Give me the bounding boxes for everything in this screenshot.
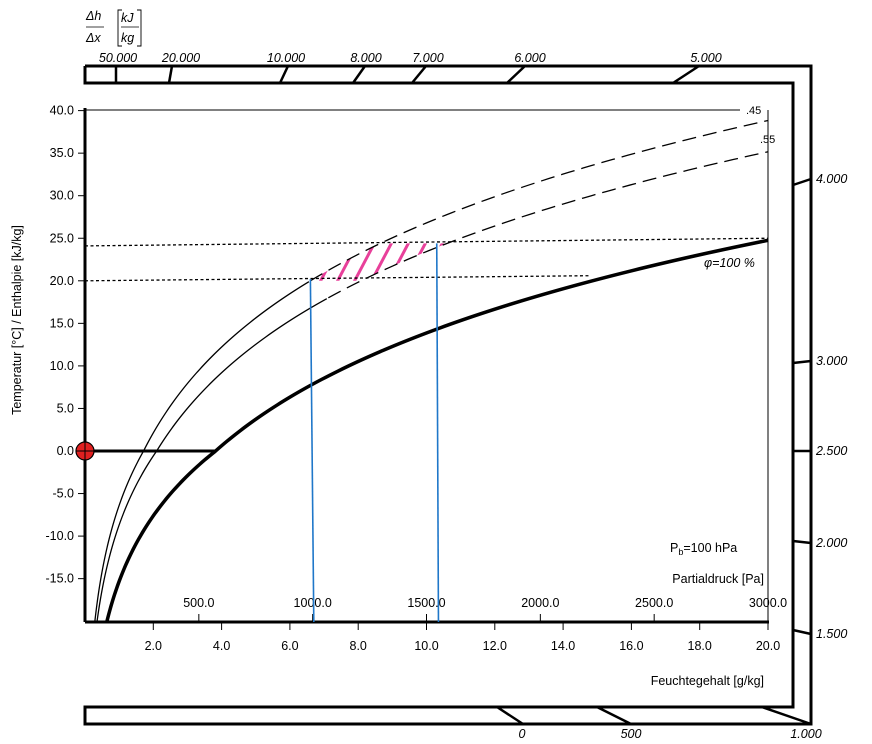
- x-tick-label: 8.0: [350, 639, 367, 653]
- bottom-scale-tick: [761, 705, 812, 726]
- axis-ticks: 40.0 35.0 30.0 25.0 20.0 15.0 10.0 5.0 0.0 -5.0 -1…: [46, 104, 788, 653]
- hatch-line: [471, 238, 496, 285]
- bottom-scale-tick: [496, 705, 524, 726]
- dotted-isotherm: [84, 275, 591, 282]
- y-tick-label: 30.0: [50, 189, 74, 203]
- hatched-region: [310, 238, 496, 285]
- y-tick-label: 15.0: [50, 316, 74, 330]
- pressure-value: =100 hPa: [683, 541, 737, 555]
- y-tick-label: -10.0: [46, 529, 75, 543]
- bottom-scale-label: 0: [519, 727, 526, 741]
- pressure-tick-label: 2500.0: [635, 596, 673, 610]
- top-scale-label: 20.000: [161, 51, 200, 65]
- pressure-tick-label: 3000.0: [749, 596, 787, 610]
- origin-marker: [75, 441, 95, 461]
- frame-ticks: [114, 64, 812, 726]
- right-scale-tick: [792, 359, 812, 365]
- rh-curve-dashed: [309, 119, 769, 282]
- hatch-line: [454, 238, 479, 285]
- partial-pressure-label: Partialdruck [Pa]: [672, 572, 764, 586]
- saturation-label: φ=100 %: [704, 256, 755, 270]
- dx-label: Δx: [85, 31, 101, 45]
- x-tick-label: 18.0: [688, 639, 712, 653]
- right-scale-tick: [792, 628, 812, 636]
- state-line: [435, 243, 440, 623]
- right-scale-label: 2.000: [815, 536, 847, 550]
- pressure-tick-label: 500.0: [183, 596, 214, 610]
- y-tick-label: 10.0: [50, 359, 74, 373]
- right-scale-tick: [792, 539, 812, 545]
- top-scale-label: 6.000: [514, 51, 545, 65]
- x-tick-label: 14.0: [551, 639, 575, 653]
- top-scale-tick: [411, 65, 427, 84]
- top-scale-tick: [506, 65, 526, 84]
- x-axis-label: Feuchtegehalt [g/kg]: [651, 674, 764, 688]
- x-tick-label: 10.0: [414, 639, 438, 653]
- dh-dx-frame: [83, 64, 813, 726]
- top-scale-tick: [672, 64, 700, 85]
- bottom-scale-label: 500: [621, 727, 642, 741]
- y-tick-label: 5.0: [57, 401, 74, 415]
- frame-outer: [83, 64, 813, 726]
- chart-lines: [84, 119, 769, 623]
- x-tick-label: 2.0: [145, 639, 162, 653]
- right-scale-label: 4.000: [816, 172, 847, 186]
- right-scale-label: 1.500: [816, 627, 847, 641]
- bottom-scale-label: 1.000: [790, 727, 821, 741]
- dh-dx-legend: Δh Δx kJ kg: [85, 9, 142, 47]
- curve-label-55: .55: [760, 134, 775, 146]
- pressure-tick-label: 1500.0: [407, 596, 445, 610]
- top-scale-tick: [278, 65, 290, 84]
- right-scale-label: 3.000: [816, 354, 847, 368]
- x-tick-label: 6.0: [281, 639, 298, 653]
- x-tick-label: 16.0: [619, 639, 643, 653]
- pressure-tick-label: 2000.0: [521, 596, 559, 610]
- top-scale-label: 8.000: [350, 51, 381, 65]
- top-scale-label: 5.000: [690, 51, 721, 65]
- y-tick-label: -15.0: [46, 572, 75, 586]
- top-scale-label: 50.000: [99, 51, 137, 65]
- y-tick-label: 20.0: [50, 274, 74, 288]
- x-tick-label: 20.0: [756, 639, 780, 653]
- y-tick-label: 25.0: [50, 231, 74, 245]
- y-tick-label: 35.0: [50, 146, 74, 160]
- top-scale-label: 10.000: [267, 51, 305, 65]
- state-line: [309, 279, 315, 623]
- right-scale-label: 2.500: [815, 444, 847, 458]
- dotted-isotherm: [84, 237, 769, 247]
- saturation-curve: [105, 238, 769, 623]
- pressure-symbol: P: [670, 541, 678, 555]
- y-tick-label: -5.0: [52, 487, 74, 501]
- dh-label: Δh: [85, 9, 101, 23]
- pressure-subscript: b: [678, 547, 683, 557]
- x-tick-label: 4.0: [213, 639, 230, 653]
- curve-label-45: .45: [746, 105, 761, 117]
- top-scale-label: 7.000: [412, 51, 443, 65]
- frame-labels: 50.000 20.000 10.000 8.000 7.000 6.000 5.000 4.…: [99, 51, 847, 741]
- kj-label: kJ: [121, 11, 134, 25]
- x-tick-label: 12.0: [483, 639, 507, 653]
- bottom-scale-tick: [596, 705, 632, 726]
- y-tick-label: 0.0: [57, 444, 74, 458]
- hatch-line: [367, 243, 396, 281]
- rh-curve-dashed: [328, 151, 769, 299]
- right-scale-tick: [792, 177, 812, 187]
- pressure-label: Pb=100 hPa: [670, 541, 737, 557]
- pressure-tick-label: 1000.0: [294, 596, 332, 610]
- top-scale-tick: [351, 65, 367, 84]
- unit-brackets: [117, 9, 142, 47]
- rh-curve-solid: [96, 298, 328, 623]
- y-axis-label: Temperatur [°C] / Enthalpie [kJ/kg]: [10, 225, 24, 415]
- y-tick-label: 40.0: [50, 104, 74, 118]
- top-scale-tick: [167, 65, 174, 84]
- kg-label: kg: [121, 31, 134, 45]
